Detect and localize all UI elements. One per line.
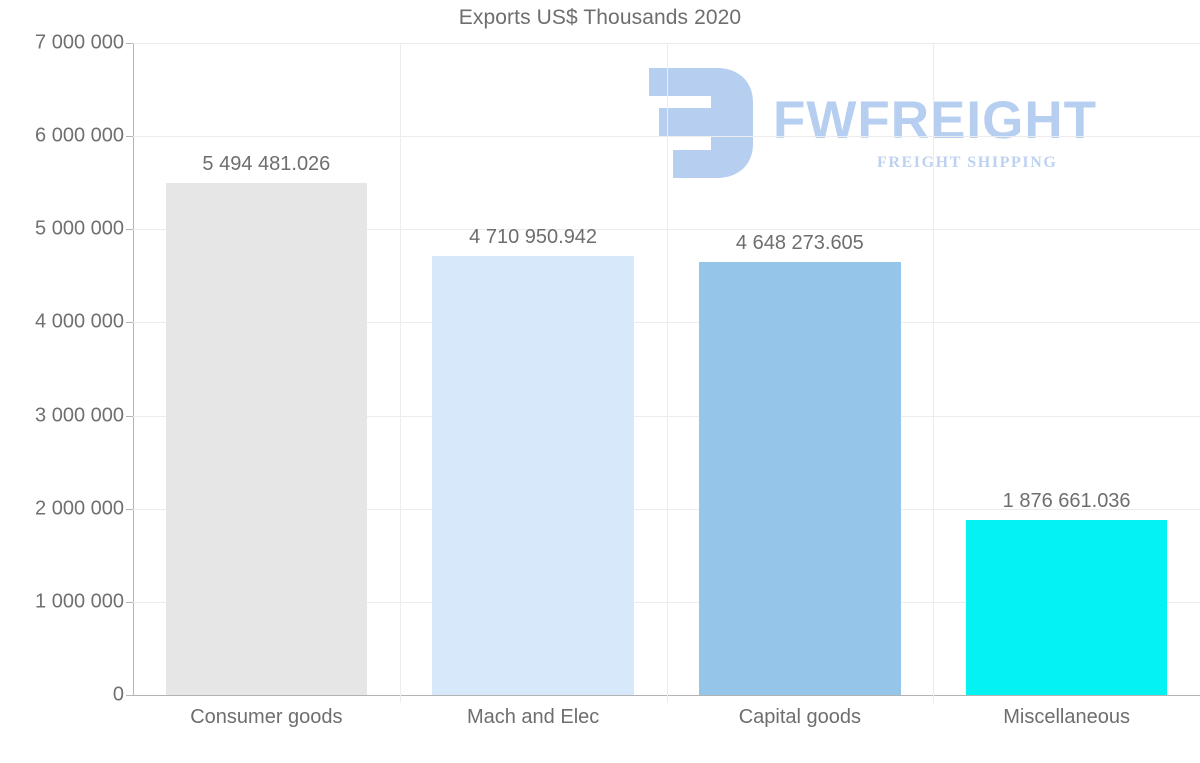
chart-title: Exports US$ Thousands 2020 [458, 6, 742, 29]
axis-baseline [133, 695, 1200, 696]
plot-area: 5 494 481.026 4 710 950.942 4 648 273.605 1… [126, 43, 1200, 703]
y-tick-mark [126, 415, 133, 417]
y-tick-mark [126, 601, 133, 603]
bar-value-label: 1 876 661.036 [1002, 490, 1131, 513]
bar-value-label: 4 648 273.605 [735, 232, 864, 255]
bar-value-label: 4 710 950.942 [469, 226, 598, 249]
gridline [133, 322, 1200, 324]
x-axis-category-label: Consumer goods [190, 706, 343, 728]
category-separator-gridline [400, 43, 401, 703]
y-tick-mark [126, 508, 133, 510]
y-axis-tick-label: 3 000 000 [35, 404, 124, 427]
y-tick-mark [126, 322, 133, 324]
category-separator-gridline [667, 43, 668, 703]
x-axis-category-label: Mach and Elec [466, 706, 600, 728]
gridline [133, 601, 1200, 603]
gridline [133, 43, 1200, 44]
y-axis-line [133, 43, 134, 696]
bar[interactable]: 4 648 273.605 [699, 232, 901, 695]
y-axis-tick-label: 5 000 000 [35, 217, 124, 240]
x-axis-category-label: Miscellaneous [1003, 706, 1130, 728]
bar[interactable]: 4 710 950.942 [432, 226, 634, 695]
bar-value-label: 5 494 481.026 [202, 153, 331, 176]
y-axis-tick-label: 1 000 000 [35, 590, 124, 613]
y-tick-mark [126, 43, 133, 44]
gridline [133, 136, 1200, 138]
category-separator-gridline [933, 43, 934, 703]
y-axis-tick-label: 0 [112, 683, 124, 706]
y-axis-tick-label: 7 000 000 [35, 31, 124, 54]
y-axis-tick-label: 4 000 000 [35, 310, 124, 333]
x-axis-category-label: Capital goods [738, 706, 862, 728]
y-axis-tick-label: 2 000 000 [35, 497, 124, 520]
gridline [133, 415, 1200, 417]
y-axis-tick-label: 6 000 000 [35, 124, 124, 147]
y-tick-mark [126, 695, 133, 696]
y-tick-mark [126, 136, 133, 138]
gridline [133, 508, 1200, 510]
bar[interactable]: 1 876 661.036 [965, 490, 1168, 695]
gridline [133, 229, 1200, 231]
bar[interactable]: 5 494 481.026 [165, 153, 368, 695]
y-tick-mark [126, 229, 133, 231]
